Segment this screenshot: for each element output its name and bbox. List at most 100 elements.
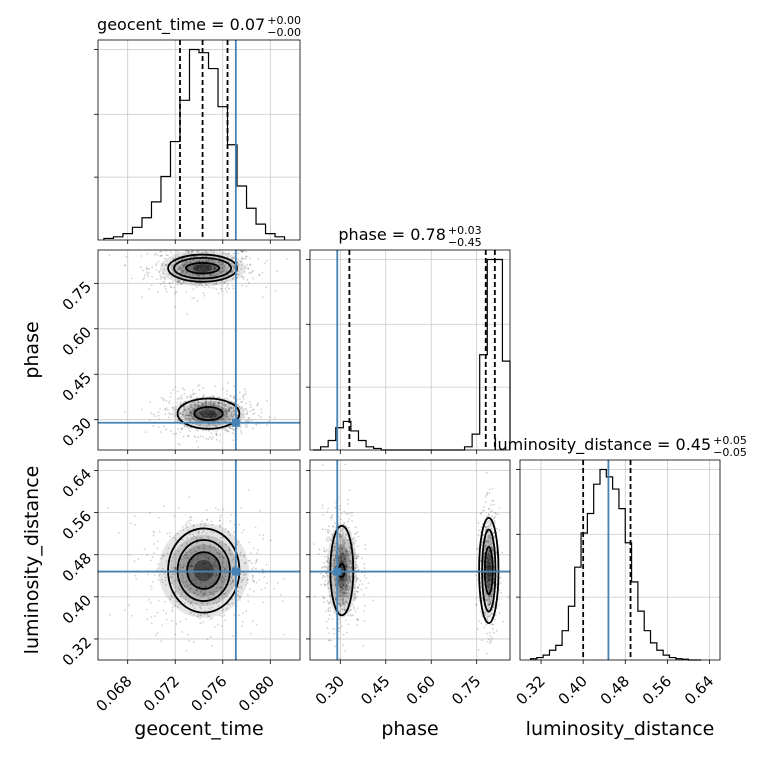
sample-point xyxy=(215,425,218,428)
sample-point xyxy=(491,623,494,626)
sample-point xyxy=(259,510,262,512)
sample-point xyxy=(487,551,490,554)
sample-point xyxy=(481,541,484,544)
sample-point xyxy=(343,560,346,563)
sample-point xyxy=(171,269,174,271)
sample-point xyxy=(357,553,359,556)
sample-point xyxy=(502,620,505,623)
sample-point xyxy=(213,267,216,269)
sample-point xyxy=(483,552,486,555)
sample-point xyxy=(226,390,229,392)
sample-point xyxy=(202,417,204,419)
sample-point xyxy=(355,557,358,560)
sample-point xyxy=(186,271,188,274)
sample-point xyxy=(484,593,487,595)
sample-point xyxy=(353,608,356,611)
sample-point xyxy=(205,426,208,429)
sample-point xyxy=(339,657,341,660)
sample-point xyxy=(222,586,224,589)
sample-point xyxy=(207,265,210,267)
sample-point xyxy=(172,408,175,410)
sample-point xyxy=(216,413,218,416)
contour-line xyxy=(186,551,222,590)
sample-point xyxy=(190,611,193,614)
sample-point xyxy=(225,416,227,419)
sample-point xyxy=(353,586,356,589)
sample-point xyxy=(172,257,175,260)
sample-point xyxy=(211,408,214,411)
sample-point xyxy=(478,620,481,623)
sample-point xyxy=(207,615,210,618)
sample-point xyxy=(246,425,249,427)
sample-point xyxy=(484,612,487,615)
sample-point xyxy=(332,525,334,528)
sample-point xyxy=(492,532,495,534)
x-axis-label: luminosity_distance xyxy=(526,718,715,740)
sample-point xyxy=(183,585,186,588)
sample-point xyxy=(493,516,496,518)
sample-point xyxy=(337,630,340,632)
sample-point xyxy=(123,264,126,267)
sample-point xyxy=(178,563,181,566)
sample-point xyxy=(212,269,215,271)
sample-point xyxy=(212,412,215,414)
sample-point xyxy=(241,395,244,398)
sample-point xyxy=(161,624,164,627)
sample-point xyxy=(489,635,492,638)
sample-point xyxy=(193,401,196,404)
sample-point xyxy=(182,245,184,247)
sample-point xyxy=(204,555,207,558)
sample-point xyxy=(149,601,152,604)
sample-point xyxy=(338,548,340,551)
sample-point xyxy=(241,251,244,254)
sample-point xyxy=(205,266,207,268)
sample-point xyxy=(338,508,341,511)
sample-point xyxy=(342,553,345,555)
sample-point xyxy=(176,281,179,283)
sample-point xyxy=(342,602,344,605)
sample-point xyxy=(200,590,203,593)
sample-point xyxy=(481,541,484,543)
sample-point xyxy=(491,541,493,543)
sample-point xyxy=(183,263,186,265)
sample-point xyxy=(192,535,195,538)
sample-point xyxy=(184,253,187,256)
sample-point xyxy=(209,416,211,419)
sample-point xyxy=(186,526,189,528)
sample-point xyxy=(186,556,189,559)
sample-point xyxy=(486,557,488,560)
sample-point xyxy=(159,278,162,281)
sample-point xyxy=(211,564,214,567)
panel-frame xyxy=(97,249,301,451)
sample-point xyxy=(211,582,214,584)
sample-point xyxy=(227,410,230,413)
sample-point xyxy=(169,430,172,433)
sample-point xyxy=(192,392,195,395)
sample-point xyxy=(486,561,489,564)
sample-point xyxy=(485,557,488,560)
sample-point xyxy=(232,270,234,273)
sample-point xyxy=(327,587,330,590)
sample-point xyxy=(211,259,214,262)
sample-point xyxy=(489,566,492,569)
sample-point xyxy=(195,267,198,270)
sample-point xyxy=(341,584,344,587)
sample-point xyxy=(331,628,334,630)
sample-point xyxy=(217,413,220,415)
sample-point xyxy=(489,595,492,598)
sample-point xyxy=(357,587,359,589)
sample-point xyxy=(198,576,201,578)
sample-point xyxy=(205,408,208,411)
sample-point xyxy=(195,551,198,553)
sample-point xyxy=(195,440,198,443)
sample-point xyxy=(355,564,358,567)
sample-point xyxy=(338,533,341,536)
sample-point xyxy=(484,501,487,503)
sample-point xyxy=(209,403,212,406)
sample-point xyxy=(349,560,352,563)
sample-point xyxy=(179,566,182,569)
sample-point xyxy=(327,561,330,564)
sample-point xyxy=(186,633,189,636)
sample-point xyxy=(488,558,491,561)
sample-point xyxy=(221,561,224,563)
